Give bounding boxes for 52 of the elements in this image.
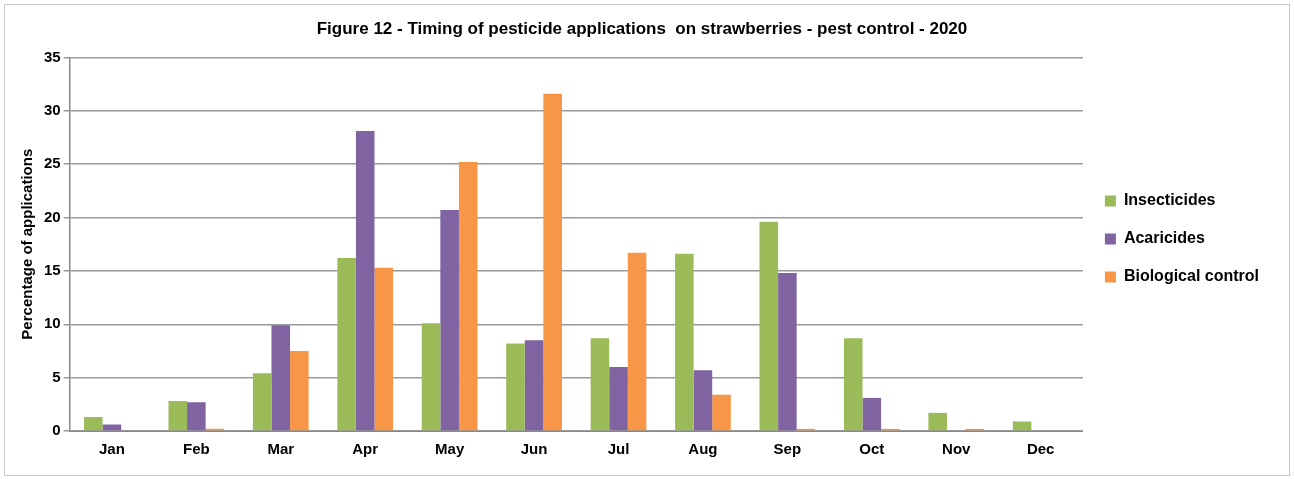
bar [759,221,779,431]
bar [778,273,797,431]
bar [675,253,694,431]
bar [1012,421,1032,431]
bar [252,373,272,431]
x-tick-label: Mar [267,440,295,458]
y-tick-label: 25 [44,154,61,172]
bar [271,325,291,431]
x-tick-label: Aug [688,440,718,458]
bar [440,210,459,431]
x-tick-label: Jan [98,440,125,458]
x-tick-label: Nov [942,440,972,458]
bar [693,370,713,431]
bar [862,397,882,431]
y-tick-label: 35 [44,47,61,65]
x-tick-label: Dec [1026,440,1055,458]
bar [187,402,206,431]
bar [168,401,188,431]
x-tick-label: Sep [773,440,802,458]
bar [543,93,562,431]
legend-label: Insecticides [1123,191,1216,209]
y-tick-label: 5 [52,367,61,385]
y-axis-title: Percentage of applications [18,148,36,340]
bar [609,366,628,431]
y-tick-label: 15 [44,261,61,279]
bar [337,258,356,431]
x-tick-label: Apr [352,440,379,458]
bar [458,162,478,431]
bar [590,338,610,431]
legend-label: Acaricides [1123,229,1205,247]
legend-label: Biological control [1123,267,1260,285]
bar [712,394,731,431]
bar [506,343,525,431]
bar [355,131,375,431]
x-tick-label: Feb [183,440,210,458]
y-tick-label: 10 [44,314,61,332]
x-tick-label: Jun [520,440,548,458]
bar [524,340,544,431]
y-tick-label: 0 [52,421,61,439]
chart-title: Figure 12 - Timing of pesticide applications on strawberries - pest control - 2020 [316,18,968,38]
bar [843,338,863,431]
y-tick-label: 30 [44,100,61,118]
bar [374,267,394,431]
bar [290,350,309,431]
bar [627,252,647,431]
bar [421,323,441,431]
bar [928,412,947,431]
x-tick-label: Jul [607,440,630,458]
x-tick-label: May [435,440,465,458]
x-tick-label: Oct [859,440,885,458]
bar [84,417,103,431]
y-tick-label: 20 [44,207,61,225]
